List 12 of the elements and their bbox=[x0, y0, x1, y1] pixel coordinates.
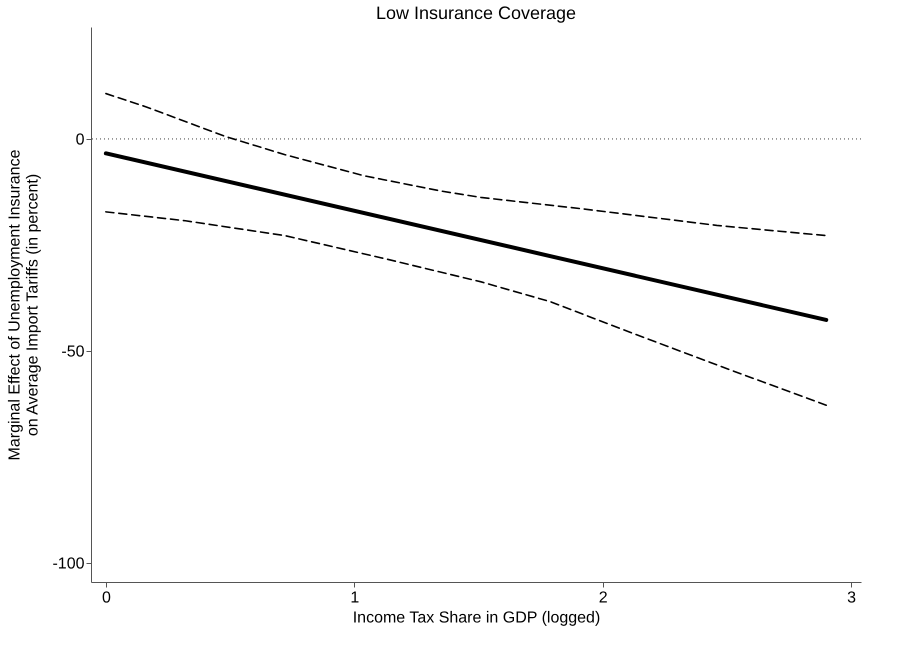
line-series bbox=[105, 211, 828, 406]
line-series bbox=[105, 92, 828, 236]
y-axis-title: Marginal Effect of Unemployment Insurance on Average Import Tariffs (in percent) bbox=[6, 149, 42, 460]
x-tick-label: 0 bbox=[102, 590, 111, 606]
x-tick-label: 2 bbox=[598, 590, 608, 606]
x-axis-title: Income Tax Share in GDP (logged) bbox=[352, 610, 600, 626]
x-tick-label: 3 bbox=[847, 590, 856, 606]
x-tick-label: 1 bbox=[350, 590, 360, 606]
chart-title: Low Insurance Coverage bbox=[376, 3, 576, 23]
y-tick-label: -100 bbox=[52, 555, 85, 572]
y-tick-label: 0 bbox=[76, 131, 85, 148]
y-tick-label: -50 bbox=[61, 343, 85, 360]
